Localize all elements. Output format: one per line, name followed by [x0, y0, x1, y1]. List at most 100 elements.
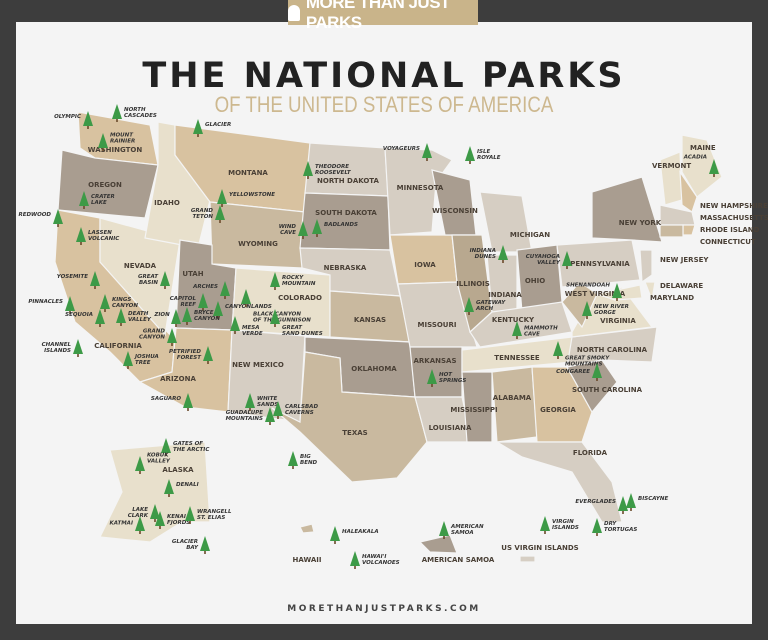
park-biscayne[interactable]: BISCAYNE [626, 493, 668, 511]
state-new-jersey[interactable] [639, 249, 653, 284]
park-grand-canyon[interactable]: GRAND CANYON [139, 328, 177, 346]
state-maine[interactable] [681, 134, 723, 198]
state-rhode-island[interactable] [682, 224, 696, 236]
pine-tree-icon [612, 283, 622, 298]
state-hawaii[interactable] [299, 523, 315, 534]
park-big-bend[interactable]: BIG BEND [288, 451, 318, 469]
state-label-oklahoma: OKLAHOMA [351, 365, 397, 373]
park-gateway-arch[interactable]: GATEWAY ARCH [464, 297, 506, 315]
park-label: NEW RIVER GORGE [594, 304, 629, 316]
brand-logo[interactable]: MORE THAN JUST PARKS [288, 0, 478, 32]
park-grand-teton[interactable]: GRAND TETON [191, 205, 225, 223]
park-label: GREAT SAND DUNES [282, 325, 323, 337]
park-acadia[interactable]: ACADIA [683, 155, 719, 178]
park-katmai[interactable]: KATMAI [109, 516, 145, 534]
park-great-sand-dunes[interactable]: GREAT SAND DUNES [270, 309, 323, 337]
park-rocky-mountain[interactable]: ROCKY MOUNTAIN [270, 272, 316, 290]
park-great-smoky-mountains[interactable]: GREAT SMOKY MOUNTAINS [553, 341, 610, 368]
park-voyageurs[interactable]: VOYAGEURS [383, 143, 432, 161]
park-isle-royale[interactable]: ISLE ROYALE [465, 146, 501, 164]
park-arches[interactable]: ARCHES [192, 281, 230, 299]
park-zion[interactable]: ZION [153, 309, 181, 327]
park-dry-tortugas[interactable]: DRY TORTUGAS [592, 518, 637, 536]
park-kenai-fjords[interactable]: KENAI FJORDS [155, 511, 190, 529]
state-delaware[interactable] [644, 281, 656, 303]
park-glacier-bay[interactable]: GLACIER BAY [172, 536, 210, 554]
park-crater-lake[interactable]: CRATER LAKE [79, 191, 115, 209]
park-badge-icon [288, 4, 300, 21]
park-mount-rainier[interactable]: MOUNT RAINIER [98, 133, 135, 152]
park-sequoia[interactable]: SEQUOIA [65, 309, 105, 327]
park-label: WRANGELL ST. ELIAS [197, 509, 232, 521]
state-alaska[interactable] [99, 441, 211, 543]
park-label: HALEAKALA [342, 529, 379, 535]
park-gates-of-the-arctic[interactable]: GATES OF THE ARCTIC [161, 438, 209, 456]
pine-tree-icon [150, 504, 160, 519]
state-connecticut[interactable] [659, 224, 684, 238]
state-iowa[interactable] [389, 234, 458, 285]
state-pennsylvania[interactable] [556, 239, 641, 288]
park-congaree[interactable]: CONGAREE [556, 363, 602, 381]
state-vermont[interactable] [659, 151, 683, 206]
park-mesa-verde[interactable]: MESA VERDE [230, 316, 263, 337]
park-label: WHITE SANDS [257, 396, 278, 408]
state-florida[interactable] [494, 441, 623, 523]
pine-tree-icon [512, 321, 522, 336]
footer-url[interactable]: MORETHANJUSTPARKS.COM [287, 604, 481, 614]
park-glacier[interactable]: GLACIER [193, 119, 231, 137]
park-olympic[interactable]: OLYMPIC [54, 111, 93, 129]
park-joshua-tree[interactable]: JOSHUA TREE [123, 351, 159, 369]
state-michigan[interactable] [479, 191, 533, 253]
park-kobuk-valley[interactable]: KOBUK VALLEY [135, 453, 171, 475]
park-label: THEODORE ROOSEVELT [315, 164, 352, 176]
state-alabama[interactable] [491, 366, 538, 443]
state-american-samoa[interactable] [418, 534, 458, 554]
park-yellowstone[interactable]: YELLOWSTONE [217, 189, 275, 207]
park-bryce-canyon[interactable]: BRYCE CANYON [182, 307, 220, 325]
park-new-river-gorge[interactable]: NEW RIVER GORGE [582, 301, 629, 319]
park-capitol-reef[interactable]: CAPITOL REEF [170, 293, 208, 311]
park-black-canyon-of-the-gunnison[interactable]: BLACK CANYON OF THE GUNNISON [241, 289, 311, 324]
park-badlands[interactable]: BADLANDS [312, 219, 358, 237]
park-great-basin[interactable]: GREAT BASIN [138, 271, 170, 289]
park-petrified-forest[interactable]: PETRIFIED FOREST [169, 346, 213, 364]
park-virgin-islands[interactable]: VIRGIN ISLANDS [540, 516, 579, 534]
park-denali[interactable]: DENALI [164, 479, 199, 497]
park-haleakala[interactable]: HALEAKALA [330, 526, 379, 544]
state-label-indiana: INDIANA [488, 291, 522, 299]
park-carlsbad-caverns[interactable]: CARLSBAD CAVERNS [273, 401, 318, 419]
park-label: LASSEN VOLCANIC [88, 230, 119, 242]
state-new-york[interactable] [591, 176, 663, 243]
park-wind-cave[interactable]: WIND CAVE [279, 221, 308, 239]
park-wrangell-st-elias[interactable]: WRANGELL ST. ELIAS [185, 506, 232, 524]
state-us-virgin-islands[interactable] [519, 555, 536, 563]
park-indiana-dunes[interactable]: INDIANA DUNES [470, 245, 508, 263]
park-canyonlands[interactable]: CANYONLANDS [213, 301, 272, 319]
park-lassen-volcanic[interactable]: LASSEN VOLCANIC [76, 227, 119, 245]
state-arkansas[interactable] [409, 346, 463, 398]
park-pinnacles[interactable]: PINNACLES [28, 296, 75, 314]
state-kentucky[interactable] [469, 301, 573, 348]
state-mississippi[interactable] [461, 371, 493, 443]
park-lake-clark[interactable]: LAKE CLARK [128, 504, 160, 522]
park-cuyahoga-valley[interactable]: CUYAHOGA VALLEY [526, 251, 572, 269]
park-redwood[interactable]: REDWOOD [18, 209, 63, 227]
park-mammoth-cave[interactable]: MAMMOTH CAVE [512, 321, 558, 339]
park-hot-springs[interactable]: HOT SPRINGS [427, 369, 466, 387]
park-yosemite[interactable]: YOSEMITE [57, 271, 100, 289]
park-shenandoah[interactable]: SHENANDOAH [566, 283, 622, 302]
state-wisconsin[interactable] [431, 169, 477, 236]
tree-trunk-icon [171, 342, 173, 346]
park-everglades[interactable]: EVERGLADES [575, 496, 628, 514]
park-death-valley[interactable]: DEATH VALLEY [116, 308, 152, 326]
park-kings-canyon[interactable]: KINGS CANYON [100, 294, 138, 312]
state-missouri[interactable] [397, 281, 478, 348]
park-hawai-i-volcanoes[interactable]: HAWAI'I VOLCANOES [350, 551, 400, 569]
park-channel-islands[interactable]: CHANNEL ISLANDS [42, 339, 83, 357]
park-north-cascades[interactable]: NORTH CASCADES [112, 104, 157, 122]
park-american-samoa[interactable]: AMERICAN SAMOA [439, 521, 484, 539]
park-white-sands[interactable]: WHITE SANDS [245, 393, 278, 411]
park-guadalupe-mountains[interactable]: GUADALUPE MOUNTAINS [226, 407, 275, 425]
park-theodore-roosevelt[interactable]: THEODORE ROOSEVELT [303, 161, 352, 179]
park-saguaro[interactable]: SAGUARO [151, 393, 193, 411]
